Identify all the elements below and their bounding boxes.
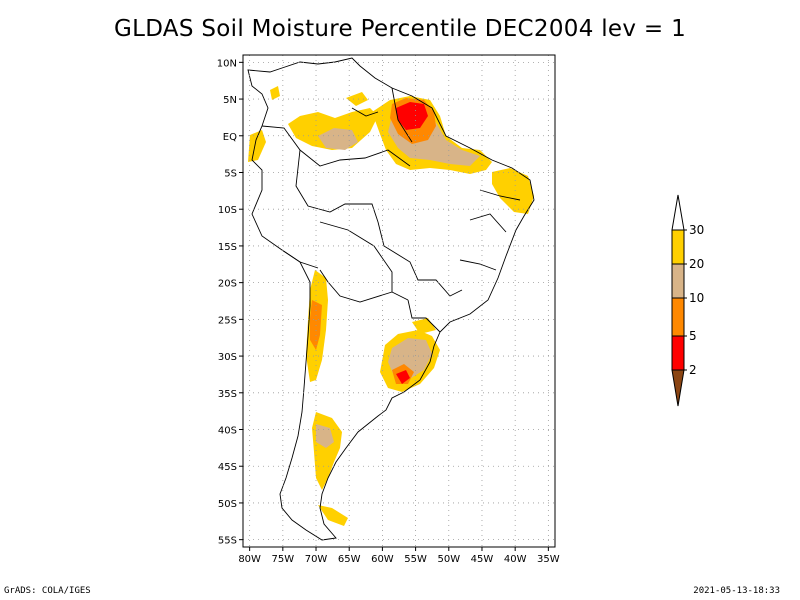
colorbar-bottom-cap [671,369,685,407]
lon-tick-label: 55W [404,554,427,565]
colorbar-label: 2 [689,363,697,377]
lat-tick-label: 30S [218,352,237,363]
lon-tick-label: 60W [371,554,394,565]
footer-credit: GrADS: COLA/IGES [4,586,91,596]
lon-tick-label: 70W [305,554,328,565]
colorbar-top-cap [671,194,685,231]
lat-tick-label: 25S [218,315,237,326]
country-borders [247,57,535,541]
soil-moisture-shading [248,86,534,526]
lon-tick-label: 50W [437,554,460,565]
lon-tick-label: 35W [537,554,560,565]
lat-tick-label: 45S [218,462,237,473]
lat-tick-label: 10S [218,205,237,216]
lat-tick-label: 35S [218,389,237,400]
colorbar-segment [671,263,685,299]
map-title: GLDAS Soil Moisture Percentile DEC2004 l… [113,16,687,42]
lat-tick-label: 15S [218,242,237,253]
colorbar-label: 5 [689,329,697,343]
lat-tick-label: 10N [217,58,237,69]
lon-tick-label: 75W [272,554,295,565]
footer-timestamp: 2021-05-13-18:33 [693,586,780,596]
map-frame [242,54,556,548]
axis-ticks: 10N 5N EQ 5S 10S 15S 20S 25S 30S 35S 40S 45S 50S 55S8… [217,58,560,565]
lat-tick-label: 20S [218,279,237,290]
lat-tick-label: 50S [218,499,237,510]
colorbar-segment [671,297,685,337]
lon-tick-label: 40W [504,554,527,565]
colorbar-segment [671,335,685,371]
lat-tick-label: 40S [218,426,237,437]
lat-tick-label: 55S [218,536,237,547]
colorbar: 30 20 10 5 2 [671,194,704,407]
colorbar-segment [671,229,685,265]
lon-tick-label: 80W [238,554,261,565]
lat-tick-label: 5N [223,95,237,106]
grid-lines [243,55,555,547]
colorbar-label: 20 [689,257,704,271]
colorbar-label: 10 [689,291,704,305]
lon-tick-label: 45W [471,554,494,565]
colorbar-label: 30 [689,223,704,237]
lon-tick-label: 65W [338,554,361,565]
lat-tick-label: 5S [224,168,237,179]
lat-tick-label: EQ [223,132,237,143]
